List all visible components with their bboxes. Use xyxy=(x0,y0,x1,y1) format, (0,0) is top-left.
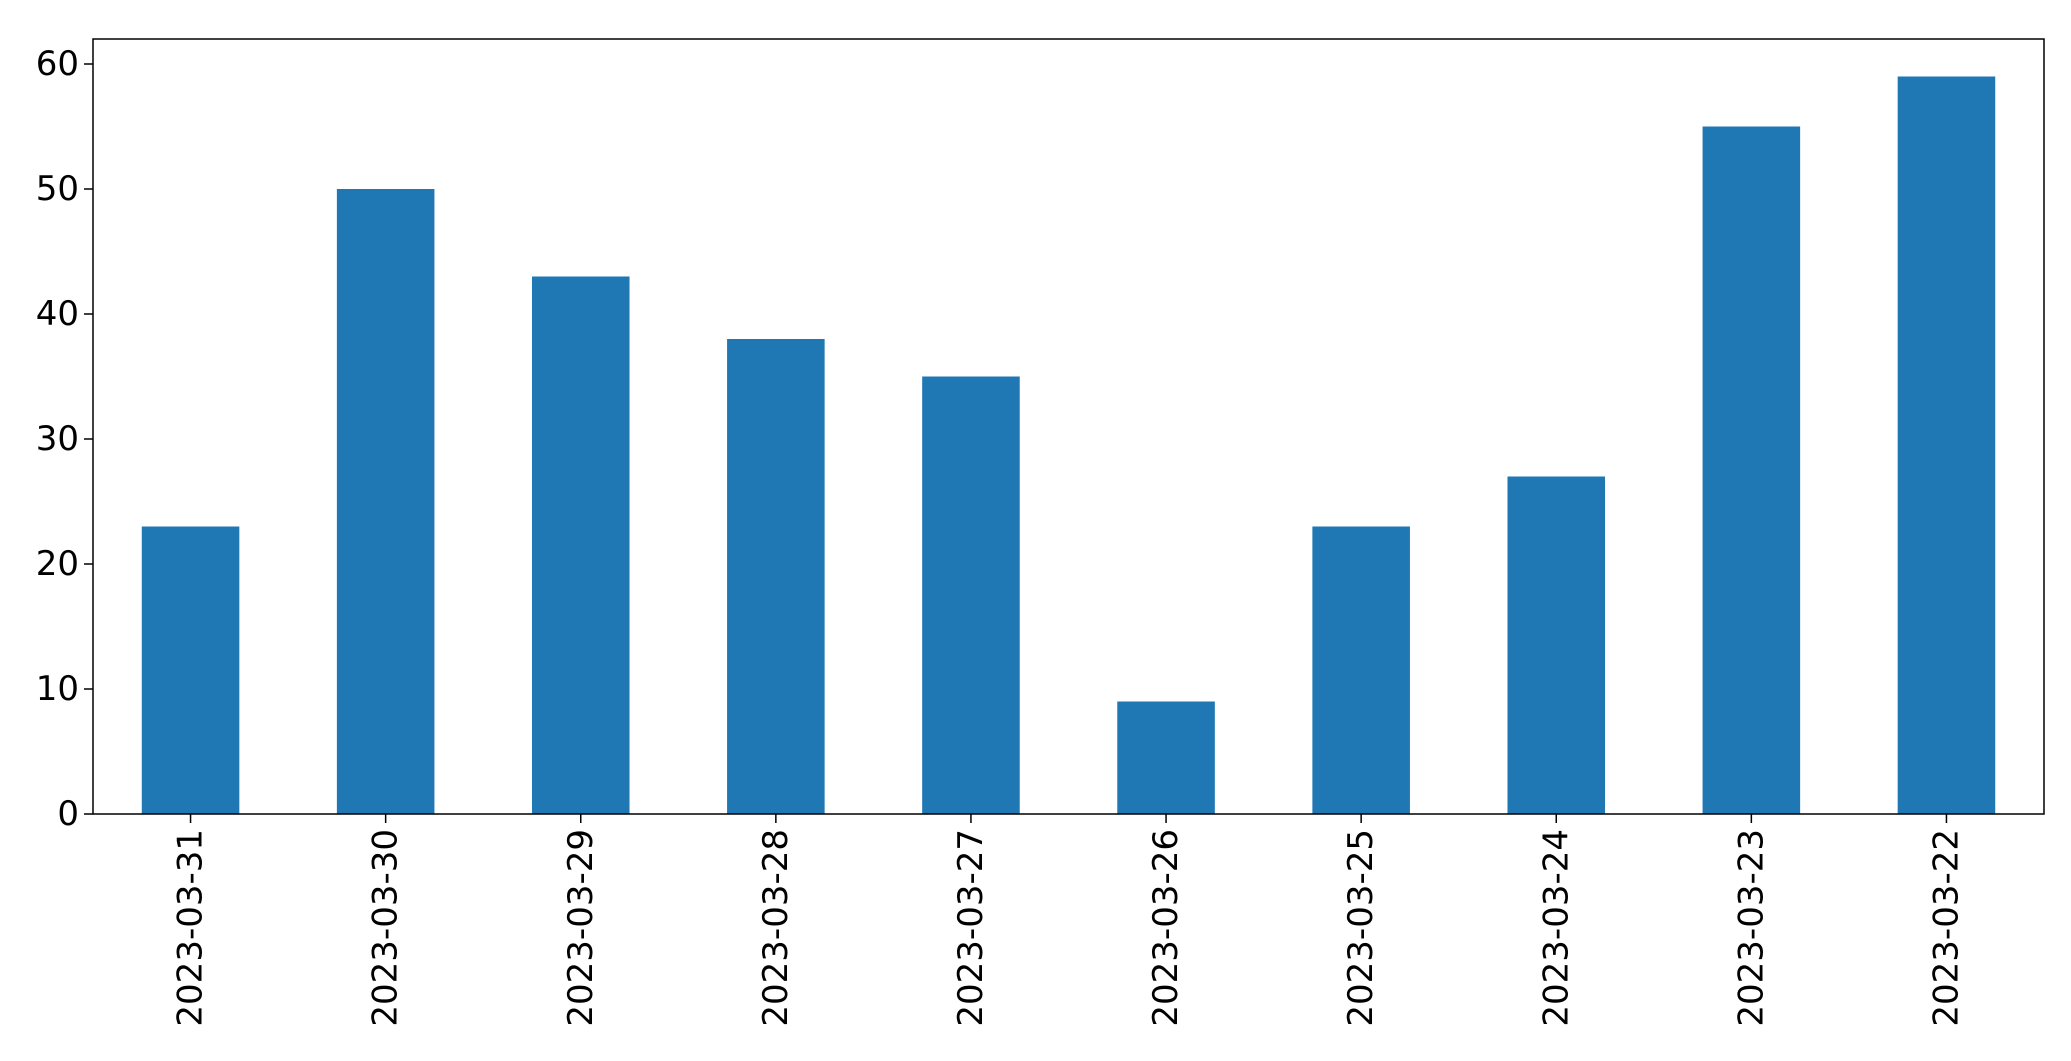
y-tick-label: 10 xyxy=(36,669,79,709)
x-tick-label: 2023-03-22 xyxy=(1926,829,1966,1027)
y-tick-label: 50 xyxy=(36,169,79,209)
bar-2023-03-29 xyxy=(531,276,630,814)
y-tick-label: 0 xyxy=(57,794,79,834)
x-tick-label: 2023-03-27 xyxy=(951,829,991,1027)
x-tick-label: 2023-03-28 xyxy=(756,829,796,1027)
bar-2023-03-27 xyxy=(922,376,1020,814)
x-tick-label: 2023-03-24 xyxy=(1536,829,1576,1027)
bars-layer xyxy=(141,76,1996,814)
bar-2023-03-31 xyxy=(141,526,240,814)
y-axis: 0 10 20 30 40 50 60 xyxy=(36,44,93,834)
bar-2023-03-24 xyxy=(1507,476,1606,814)
bar-2023-03-26 xyxy=(1117,701,1215,814)
y-tick-label: 20 xyxy=(36,544,79,584)
bar-2023-03-25 xyxy=(1312,526,1410,814)
x-tick-label: 2023-03-29 xyxy=(561,829,601,1027)
x-tick-label: 2023-03-26 xyxy=(1146,829,1186,1027)
bar-2023-03-22 xyxy=(1897,76,1996,814)
plot-frame xyxy=(92,38,2045,815)
x-tick-label: 2023-03-25 xyxy=(1341,829,1381,1027)
y-tick-label: 30 xyxy=(36,419,79,459)
y-tick-label: 40 xyxy=(36,294,79,334)
y-tick-label: 60 xyxy=(36,44,79,84)
bar-2023-03-23 xyxy=(1702,126,1801,814)
bar-2023-03-30 xyxy=(336,189,435,814)
x-tick-label: 2023-03-30 xyxy=(366,829,406,1027)
bar-2023-03-28 xyxy=(727,339,825,814)
x-tick-label: 2023-03-31 xyxy=(171,829,211,1027)
x-axis: 2023-03-31 2023-03-30 2023-03-29 2023-03-28… xyxy=(171,814,1966,1027)
x-tick-label: 2023-03-23 xyxy=(1731,829,1771,1027)
